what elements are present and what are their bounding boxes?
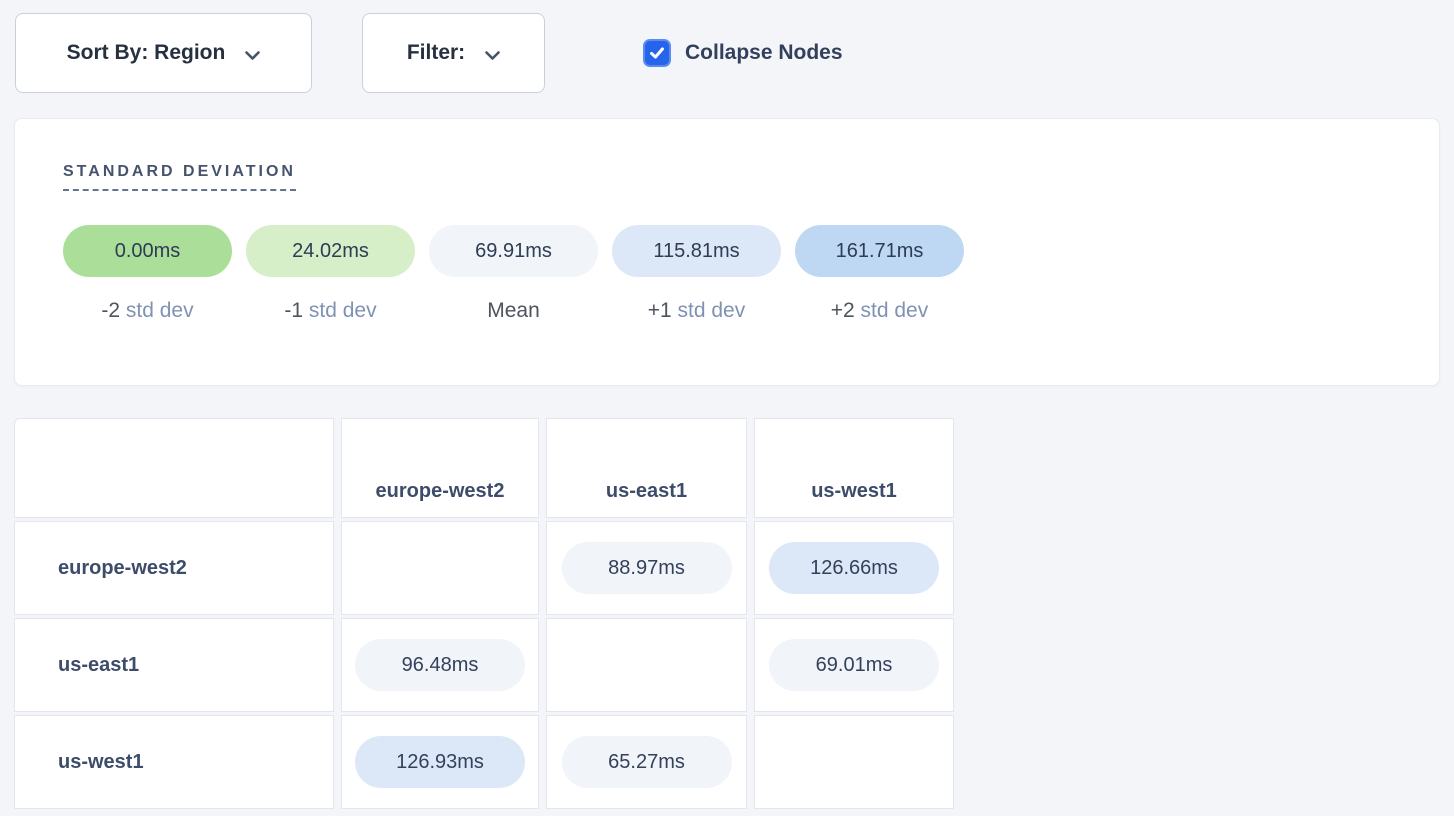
matrix-cell[interactable]: 96.48ms: [341, 618, 539, 712]
matrix-column-header: us-west1: [754, 418, 954, 518]
matrix-cell[interactable]: 126.66ms: [754, 521, 954, 615]
sort-by-label: Sort By: Region: [66, 41, 226, 64]
checkbox-checked-icon[interactable]: [643, 39, 671, 67]
legend-pill-plus1: 115.81ms: [612, 225, 781, 277]
collapse-nodes-toggle[interactable]: Collapse Nodes: [643, 39, 843, 67]
legend-pill-minus1: 24.02ms: [246, 225, 415, 277]
toolbar: Sort By: Region Filter: Collapse Nodes: [15, 13, 1454, 93]
matrix-row-header: europe-west2: [14, 521, 334, 615]
latency-pill: 96.48ms: [355, 639, 525, 691]
matrix-column-header: europe-west2: [341, 418, 539, 518]
legend-label-minus2: -2 std dev: [101, 299, 194, 322]
matrix-corner-cell: [14, 418, 334, 518]
legend-pill-minus2: 0.00ms: [63, 225, 232, 277]
legend-label-minus1: -1 std dev: [284, 299, 377, 322]
matrix-row-header: us-west1: [14, 715, 334, 809]
chevron-down-icon: [245, 43, 261, 67]
legend-label-plus1: +1 std dev: [647, 299, 746, 322]
matrix-cell-empty: [341, 521, 539, 615]
standard-deviation-card: STANDARD DEVIATION 0.00ms 24.02ms 69.91m…: [14, 118, 1440, 386]
matrix-column-header: us-east1: [546, 418, 747, 518]
filter-dropdown[interactable]: Filter:: [362, 13, 545, 93]
latency-pill: 126.93ms: [355, 736, 525, 788]
matrix-row-header: us-east1: [14, 618, 334, 712]
legend-label-plus2: +2 std dev: [830, 299, 929, 322]
chevron-down-icon: [485, 43, 500, 67]
sort-by-dropdown[interactable]: Sort By: Region: [15, 13, 312, 93]
legend-label-mean: Mean: [487, 299, 540, 322]
legend-pill-row: 0.00ms 24.02ms 69.91ms 115.81ms 161.71ms: [63, 225, 1391, 277]
latency-pill: 88.97ms: [561, 542, 732, 594]
matrix-cell[interactable]: 88.97ms: [546, 521, 747, 615]
matrix-cell-empty: [754, 715, 954, 809]
matrix-cell[interactable]: 126.93ms: [341, 715, 539, 809]
matrix-cell[interactable]: 65.27ms: [546, 715, 747, 809]
latency-matrix: europe-west2 us-east1 us-west1 europe-we…: [14, 418, 954, 809]
filter-label: Filter:: [406, 41, 466, 64]
matrix-cell[interactable]: 69.01ms: [754, 618, 954, 712]
legend-pill-mean: 69.91ms: [429, 225, 598, 277]
latency-pill: 65.27ms: [561, 736, 732, 788]
collapse-nodes-label: Collapse Nodes: [685, 41, 843, 64]
latency-pill: 126.66ms: [769, 542, 939, 594]
latency-pill: 69.01ms: [769, 639, 939, 691]
matrix-cell-empty: [546, 618, 747, 712]
card-title: STANDARD DEVIATION: [63, 163, 296, 191]
legend-label-row: -2 std dev -1 std dev Mean +1 std dev +2…: [63, 299, 1391, 323]
legend-pill-plus2: 161.71ms: [795, 225, 964, 277]
